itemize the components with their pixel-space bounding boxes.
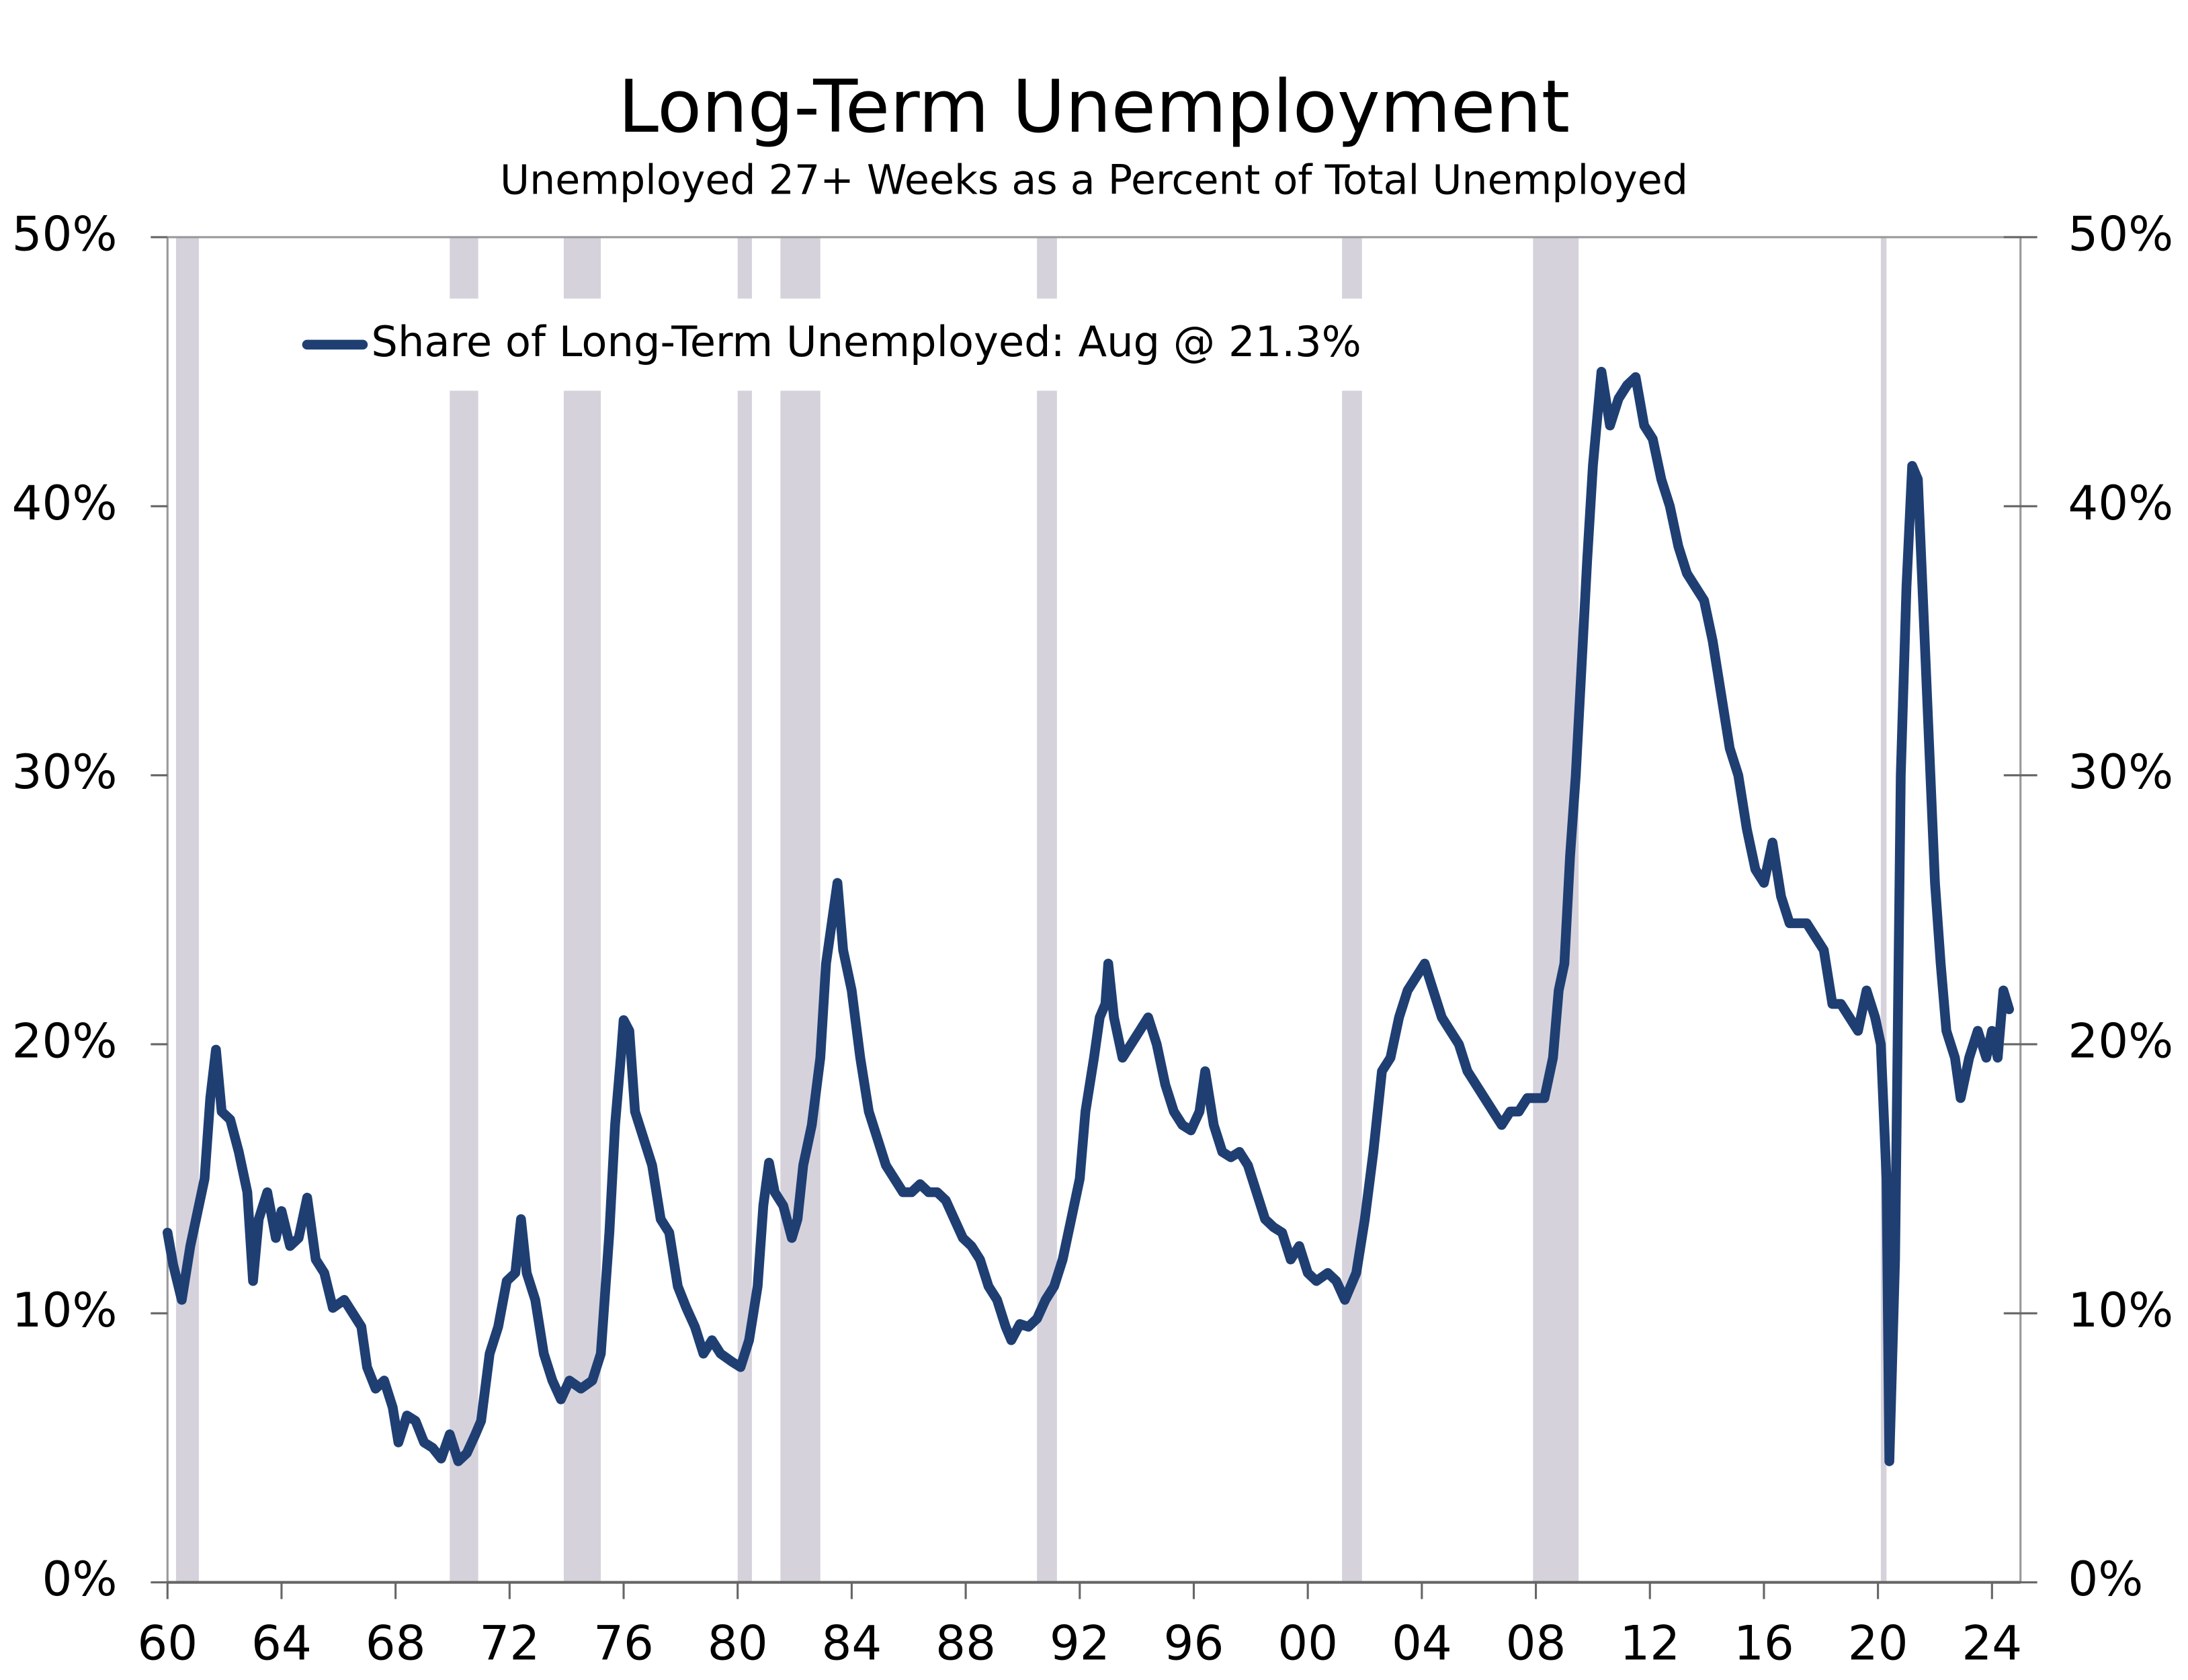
recession-band	[450, 237, 478, 1583]
x-tick-label: 16	[1734, 1615, 1794, 1671]
x-tick-label: 00	[1277, 1615, 1338, 1671]
x-tick-label: 68	[366, 1615, 426, 1671]
y-tick-label: 10%	[12, 1282, 118, 1338]
x-tick-label: 76	[593, 1615, 654, 1671]
recession-band	[175, 237, 199, 1583]
x-tick-label: 12	[1619, 1615, 1680, 1671]
x-tick-label: 64	[251, 1615, 312, 1671]
y-tick-label: 0%	[42, 1551, 118, 1607]
series-line	[162, 366, 2015, 1466]
recession-band	[737, 237, 752, 1583]
chart-title: Long-Term Unemployment	[618, 65, 1570, 149]
y-tick-label: 30%	[12, 744, 118, 800]
y-tick-label: 20%	[12, 1013, 118, 1069]
x-tick-label: 72	[479, 1615, 540, 1671]
x-tick-label: 20	[1848, 1615, 1908, 1671]
y2-tick-label: 10%	[2068, 1282, 2173, 1338]
recession-band	[780, 237, 820, 1583]
x-tick-label: 04	[1392, 1615, 1452, 1671]
recession-band	[1342, 237, 1362, 1583]
y2-tick-label: 20%	[2068, 1013, 2173, 1069]
x-tick-label: 80	[708, 1615, 768, 1671]
x-tick-label: 96	[1164, 1615, 1224, 1671]
x-tick-label: 92	[1050, 1615, 1110, 1671]
legend-label: Share of Long-Term Unemployed: Aug @ 21.…	[371, 317, 1361, 366]
y2-tick-label: 50%	[2068, 206, 2173, 262]
x-tick-label: 08	[1506, 1615, 1566, 1671]
y2-tick-label: 30%	[2068, 744, 2173, 800]
y2-tick-label: 40%	[2068, 475, 2173, 531]
y-tick-label: 40%	[12, 475, 118, 531]
recession-band	[1880, 237, 1887, 1583]
x-tick-label: 60	[137, 1615, 198, 1671]
x-tick-label: 84	[822, 1615, 882, 1671]
x-tick-label: 24	[1962, 1615, 2022, 1671]
x-tick-label: 88	[935, 1615, 996, 1671]
legend-box	[286, 298, 1445, 391]
y2-tick-label: 0%	[2068, 1551, 2143, 1607]
recession-band	[1037, 237, 1057, 1583]
y-tick-label: 50%	[12, 206, 118, 262]
chart-subtitle: Unemployed 27+ Weeks as a Percent of Tot…	[500, 157, 1688, 204]
